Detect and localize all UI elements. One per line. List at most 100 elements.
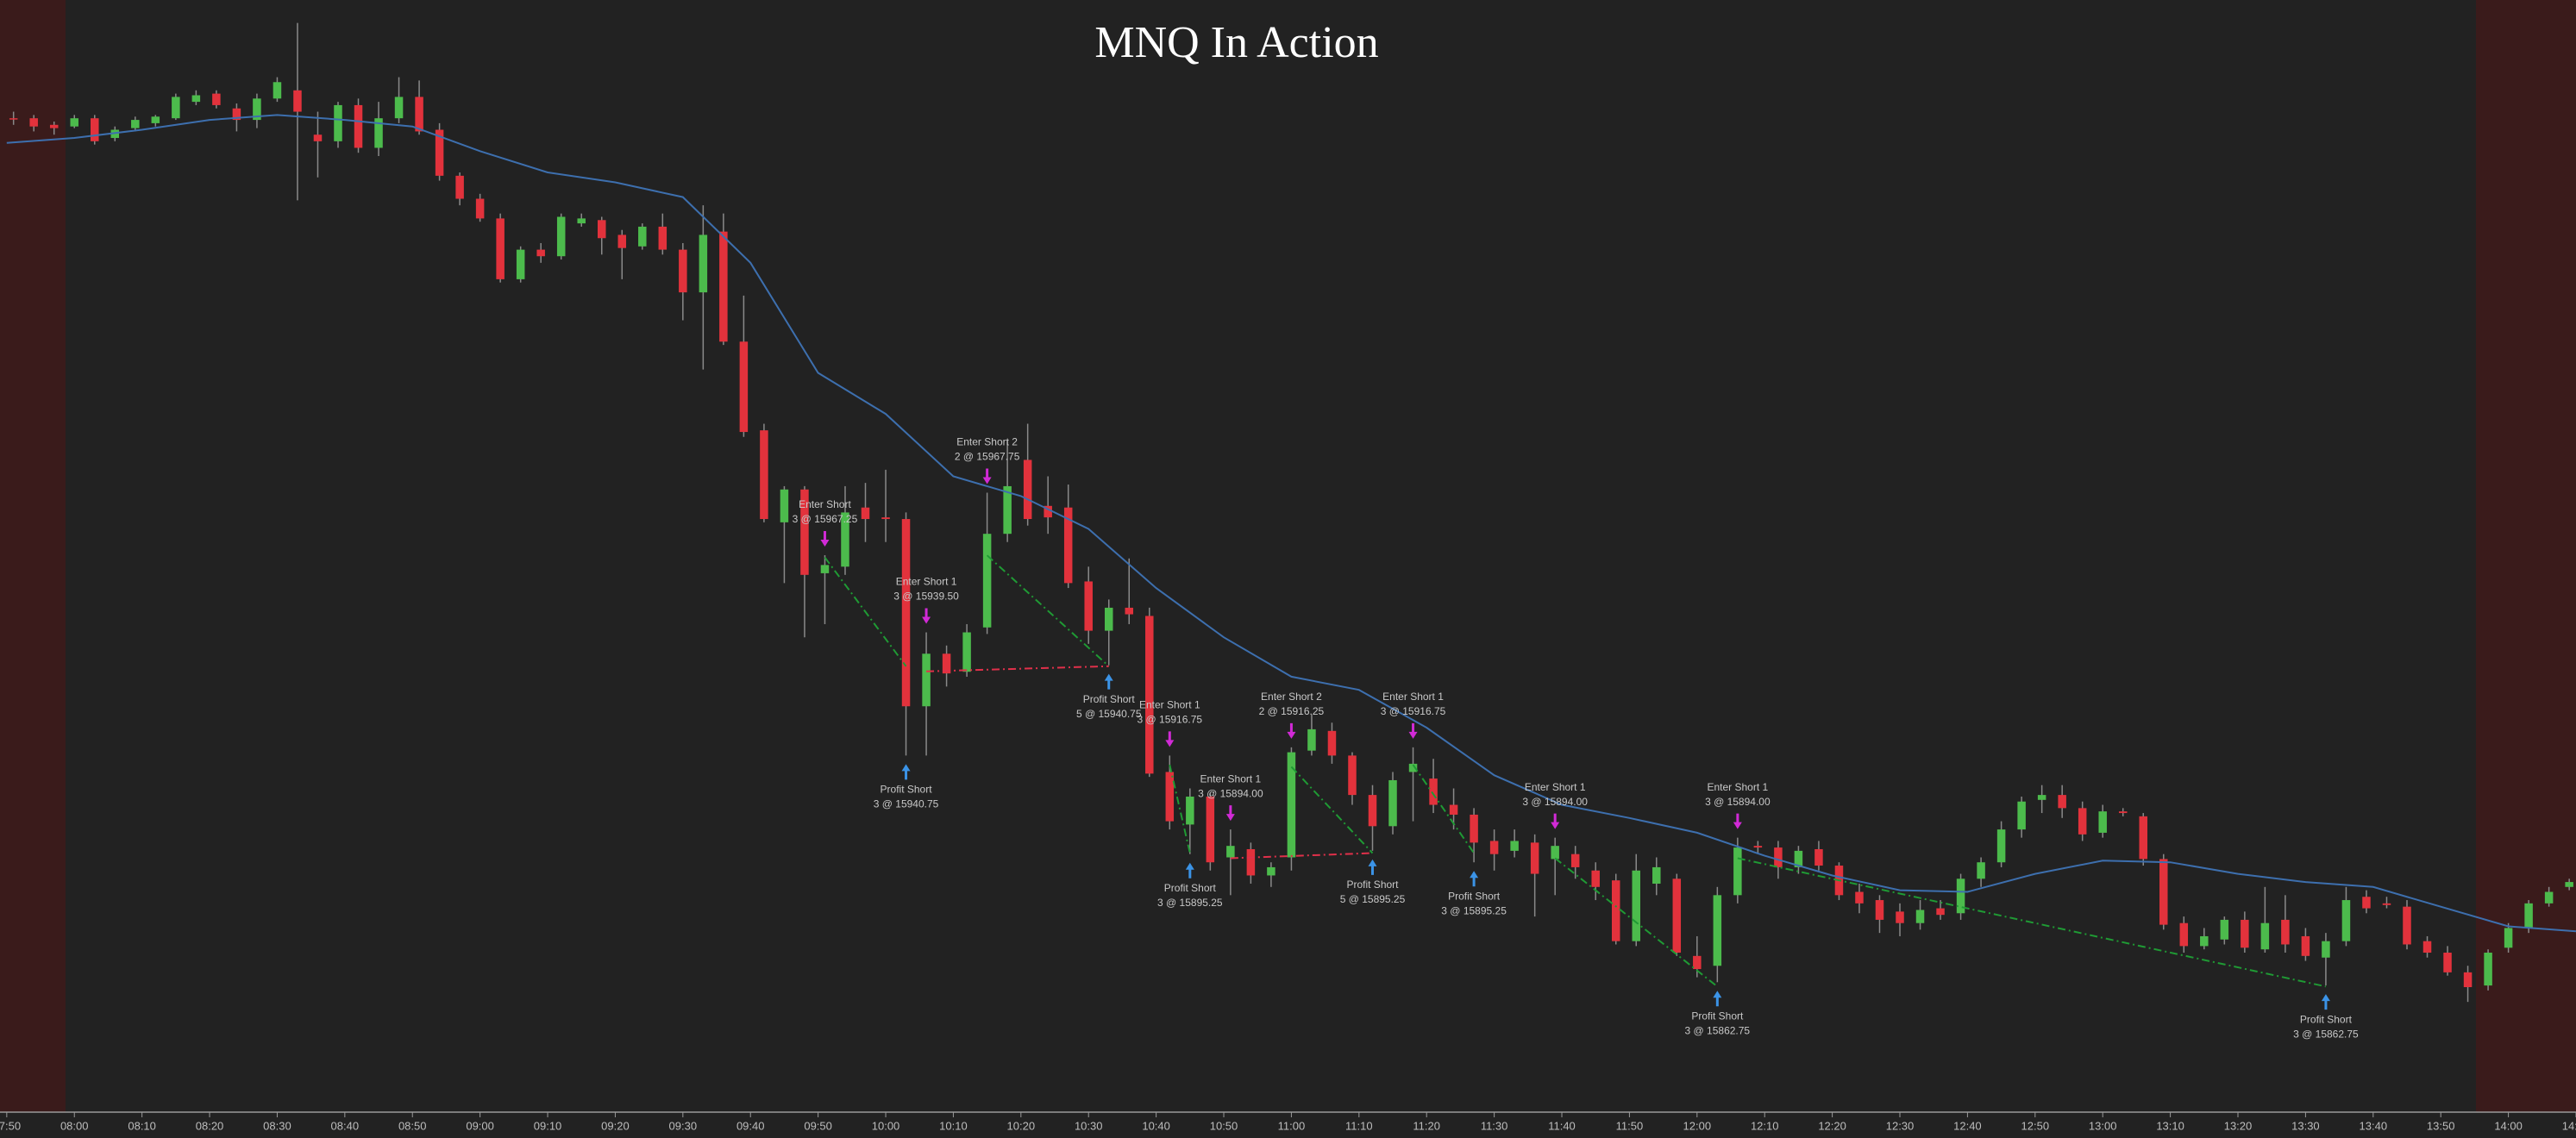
candle-body bbox=[2179, 922, 2189, 947]
x-tick-label: 08:00 bbox=[60, 1119, 89, 1132]
exit-arrow bbox=[2321, 994, 2330, 1010]
execution-name: Profit Short bbox=[1164, 882, 1217, 894]
execution-name: Profit Short bbox=[1346, 879, 1399, 891]
x-tick-label: 10:00 bbox=[872, 1119, 900, 1132]
candle-body bbox=[1267, 866, 1275, 876]
candle-body bbox=[922, 653, 931, 707]
candle-body bbox=[820, 565, 830, 573]
x-tick-label: 14:10 bbox=[2562, 1119, 2576, 1132]
x-tick-label: 11:20 bbox=[1413, 1119, 1440, 1132]
execution-detail: 2 @ 15916.25 bbox=[1259, 705, 1325, 717]
execution-name: Profit Short bbox=[1448, 890, 1501, 902]
candle-body bbox=[496, 218, 505, 279]
candle-body bbox=[2301, 935, 2310, 956]
execution-name: Enter Short 1 bbox=[896, 576, 957, 588]
x-tick-label: 11:10 bbox=[1345, 1119, 1373, 1132]
x-tick-label: 08:50 bbox=[398, 1119, 427, 1132]
execution-detail: 3 @ 15895.25 bbox=[1157, 897, 1223, 909]
session-shade bbox=[2476, 0, 2576, 1112]
candle-body bbox=[2260, 922, 2270, 950]
moving-average bbox=[6, 114, 2576, 933]
candle-body bbox=[1996, 829, 2006, 863]
candle-body bbox=[780, 489, 789, 522]
candle-body bbox=[131, 120, 140, 128]
execution-detail: 3 @ 15967.25 bbox=[793, 513, 858, 525]
candle-body bbox=[455, 175, 464, 199]
candle-body bbox=[273, 82, 282, 99]
x-tick-label: 09:30 bbox=[669, 1119, 698, 1132]
candle-body bbox=[1327, 730, 1337, 756]
entry-arrow bbox=[1287, 722, 1296, 739]
x-tick-label: 13:40 bbox=[2360, 1119, 2388, 1132]
entry-arrow bbox=[1551, 813, 1560, 829]
exit-arrow bbox=[1104, 673, 1113, 690]
candle-body bbox=[151, 116, 160, 123]
candle-body bbox=[334, 104, 342, 141]
candle-body bbox=[232, 108, 241, 121]
x-tick-label: 09:10 bbox=[534, 1119, 562, 1132]
trade-line bbox=[1290, 766, 1374, 854]
candle-body bbox=[2463, 972, 2473, 988]
x-tick-label: 12:50 bbox=[2021, 1119, 2050, 1132]
candle-body bbox=[658, 226, 668, 250]
execution-name: Profit Short bbox=[1083, 693, 1136, 705]
x-tick-label: 07:50 bbox=[0, 1119, 21, 1132]
candle-body bbox=[2504, 928, 2513, 948]
entry-arrow bbox=[1165, 731, 1175, 747]
x-tick-label: 12:10 bbox=[1751, 1119, 1779, 1132]
candle-body bbox=[49, 124, 59, 128]
candle-body bbox=[982, 534, 992, 628]
candle-body bbox=[212, 93, 221, 105]
candle-body bbox=[1104, 607, 1113, 631]
entry-arrow bbox=[922, 608, 931, 624]
entry-arrow bbox=[982, 468, 992, 485]
candle-body bbox=[293, 90, 302, 112]
candle-body bbox=[1186, 797, 1194, 825]
candle-body bbox=[2484, 953, 2492, 986]
candle-body bbox=[475, 198, 485, 219]
execution-detail: 3 @ 15939.50 bbox=[893, 591, 959, 603]
trade-line bbox=[1554, 857, 1718, 988]
trade-line bbox=[926, 665, 1109, 672]
x-tick-label: 13:20 bbox=[2224, 1119, 2253, 1132]
x-tick-label: 10:20 bbox=[1007, 1119, 1036, 1132]
candle-body bbox=[1044, 505, 1052, 518]
candle-body bbox=[1632, 870, 1641, 941]
entry-arrow bbox=[1225, 805, 1235, 822]
candle-body bbox=[516, 249, 525, 279]
candle-body bbox=[800, 489, 809, 575]
execution-name: Profit Short bbox=[2300, 1013, 2353, 1025]
candle-body bbox=[1915, 910, 1925, 923]
exit-arrow bbox=[1185, 862, 1194, 879]
candle-body bbox=[1570, 854, 1580, 867]
candle-body bbox=[2118, 811, 2128, 814]
x-tick-label: 10:30 bbox=[1075, 1119, 1103, 1132]
candle-body bbox=[2220, 919, 2229, 940]
candle-body bbox=[1408, 763, 1418, 772]
candle-body bbox=[2241, 919, 2249, 948]
candle-body bbox=[699, 234, 708, 293]
candle-body bbox=[1875, 900, 1884, 920]
candle-body bbox=[1551, 846, 1559, 860]
candle-body bbox=[1977, 862, 1985, 879]
trade-line bbox=[824, 556, 907, 667]
x-tick-label: 09:20 bbox=[601, 1119, 630, 1132]
candle-body bbox=[1733, 847, 1742, 896]
x-tick-label: 12:30 bbox=[1886, 1119, 1915, 1132]
trade-line bbox=[1412, 764, 1475, 854]
candle-body bbox=[2362, 897, 2371, 909]
candle-body bbox=[861, 507, 870, 520]
candle-body bbox=[617, 234, 627, 248]
x-tick-label: 12:00 bbox=[1683, 1119, 1712, 1132]
x-tick-label: 10:50 bbox=[1210, 1119, 1238, 1132]
x-tick-label: 13:50 bbox=[2427, 1119, 2455, 1132]
candle-body bbox=[942, 653, 951, 674]
candle-body bbox=[1936, 908, 1945, 916]
x-tick-label: 08:40 bbox=[331, 1119, 360, 1132]
candle-body bbox=[2544, 891, 2554, 904]
candle-body bbox=[2322, 941, 2330, 958]
x-tick-label: 13:10 bbox=[2156, 1119, 2184, 1132]
x-tick-label: 09:40 bbox=[736, 1119, 765, 1132]
x-tick-label: 09:00 bbox=[466, 1119, 494, 1132]
